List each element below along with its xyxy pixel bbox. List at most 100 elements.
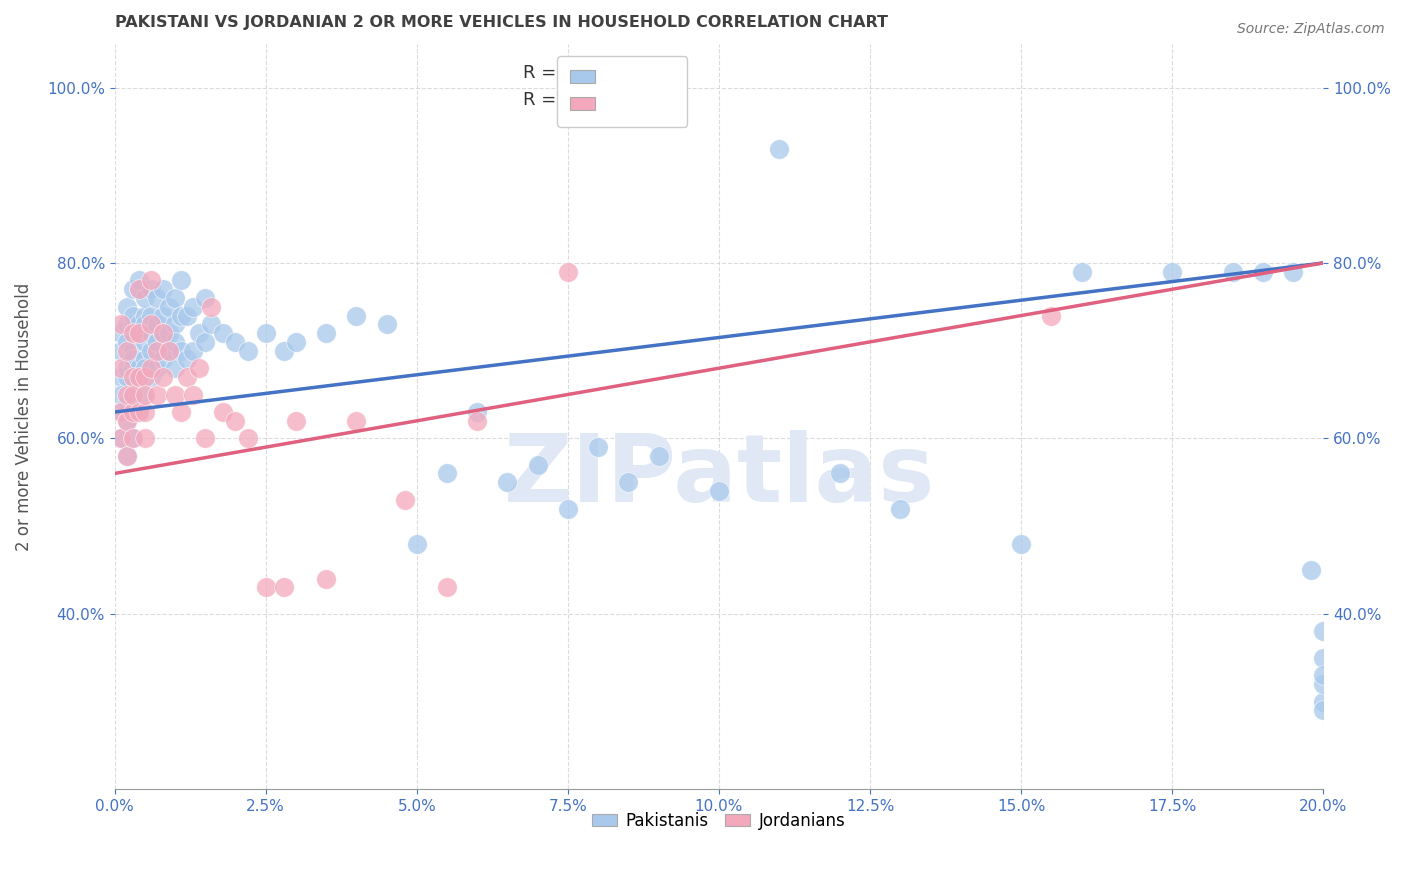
Point (315, 572, 337, 586)
Point (121, 431, 143, 445)
Text: 49: 49 (650, 91, 675, 109)
Point (200, 318, 222, 332)
Point (115, 334, 138, 349)
Text: ZIPatlas: ZIPatlas (503, 430, 935, 522)
Point (170, 309, 193, 323)
Point (344, 414, 367, 428)
Point (181, 300, 204, 314)
Point (163, 361, 186, 376)
Point (254, 326, 277, 340)
Point (1312, 650, 1334, 665)
Point (152, 352, 174, 367)
Point (146, 387, 169, 401)
Point (115, 449, 138, 463)
Point (436, 467, 458, 481)
Point (188, 326, 211, 340)
Point (405, 536, 427, 550)
Point (828, 467, 851, 481)
Point (273, 581, 295, 595)
Point (121, 387, 143, 401)
Point (110, 431, 132, 445)
Point (194, 291, 217, 305)
Point (110, 405, 132, 419)
Point (134, 334, 156, 349)
Point (889, 501, 911, 516)
Text: N =: N = (599, 91, 651, 109)
Point (139, 309, 162, 323)
Point (212, 405, 235, 419)
Point (188, 361, 211, 376)
Point (139, 282, 162, 296)
Point (110, 431, 132, 445)
Text: 0.280: 0.280 (560, 91, 616, 109)
Point (436, 581, 458, 595)
Point (110, 326, 132, 340)
Text: R =: R = (523, 91, 562, 109)
Point (1010, 536, 1032, 550)
Legend: Pakistanis, Jordanians: Pakistanis, Jordanians (586, 805, 852, 837)
Point (128, 405, 150, 419)
Point (128, 370, 150, 384)
Point (128, 361, 150, 376)
Point (110, 318, 132, 332)
Point (526, 458, 548, 472)
Point (134, 309, 156, 323)
Point (394, 492, 416, 507)
Point (115, 318, 138, 332)
Point (152, 326, 174, 340)
Point (375, 318, 398, 332)
Point (163, 334, 186, 349)
Point (157, 343, 180, 358)
Point (176, 370, 198, 384)
Point (557, 501, 579, 516)
Point (465, 414, 488, 428)
Point (176, 352, 198, 367)
Point (139, 343, 162, 358)
Point (152, 370, 174, 384)
Point (134, 291, 156, 305)
Point (115, 414, 138, 428)
Point (121, 352, 143, 367)
Point (1222, 265, 1244, 279)
Point (152, 309, 174, 323)
Point (194, 334, 217, 349)
Point (315, 326, 337, 340)
Point (1312, 677, 1334, 691)
Point (121, 282, 143, 296)
Point (110, 405, 132, 419)
Point (134, 387, 156, 401)
Point (134, 370, 156, 384)
Point (146, 343, 169, 358)
Point (134, 352, 156, 367)
Point (284, 334, 307, 349)
Point (115, 343, 138, 358)
Point (134, 361, 156, 376)
Y-axis label: 2 or more Vehicles in Household: 2 or more Vehicles in Household (15, 283, 32, 550)
Point (128, 273, 150, 287)
Point (496, 475, 519, 490)
Point (115, 370, 138, 384)
Point (163, 318, 186, 332)
Text: PAKISTANI VS JORDANIAN 2 OR MORE VEHICLES IN HOUSEHOLD CORRELATION CHART: PAKISTANI VS JORDANIAN 2 OR MORE VEHICLE… (115, 15, 887, 30)
Point (110, 361, 132, 376)
Point (170, 405, 193, 419)
Point (121, 370, 143, 384)
Point (157, 343, 180, 358)
Point (236, 431, 259, 445)
Point (115, 396, 138, 410)
Point (200, 300, 222, 314)
Point (128, 405, 150, 419)
Point (181, 343, 204, 358)
Point (121, 361, 143, 376)
Point (1312, 703, 1334, 717)
Point (1312, 694, 1334, 708)
Point (170, 343, 193, 358)
Point (110, 370, 132, 384)
Text: 103: 103 (640, 64, 678, 82)
Text: Source: ZipAtlas.com: Source: ZipAtlas.com (1237, 22, 1385, 37)
Point (236, 343, 259, 358)
Point (194, 431, 217, 445)
Point (121, 343, 143, 358)
Point (121, 326, 143, 340)
Point (176, 309, 198, 323)
